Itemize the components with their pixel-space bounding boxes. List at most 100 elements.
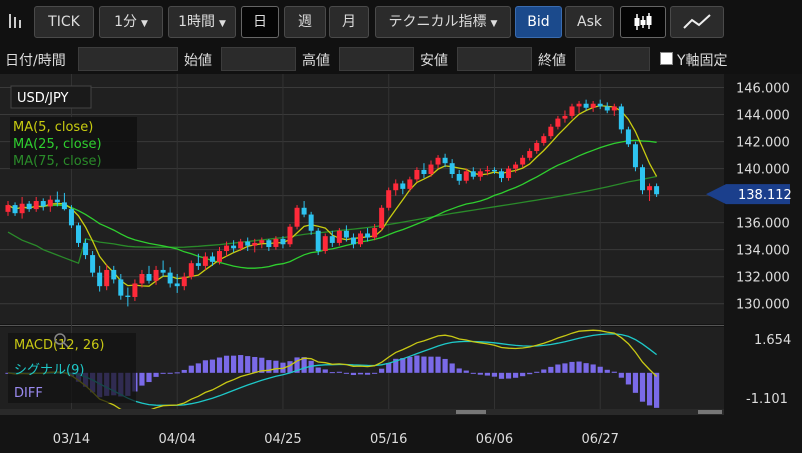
- y-tick-label: 130.000: [736, 298, 790, 313]
- candle-body: [54, 199, 60, 203]
- candle-body: [238, 241, 244, 249]
- candle-body: [33, 201, 39, 210]
- candle-body: [527, 151, 533, 158]
- candle-body: [541, 136, 547, 143]
- diff-bar: [590, 364, 596, 373]
- diff-bar: [245, 356, 251, 373]
- candle-body: [548, 126, 554, 137]
- bid-button[interactable]: Bid: [515, 6, 562, 38]
- candle-body: [336, 230, 342, 243]
- diff-bar: [393, 358, 399, 373]
- low-label: 安値: [420, 53, 448, 69]
- candle-body: [209, 256, 215, 262]
- y-axis-fixed-label[interactable]: Y軸固定: [677, 53, 728, 69]
- technical-indicator-label: テクニカル指標: [388, 14, 487, 30]
- candle-body: [287, 226, 293, 245]
- candle-body: [372, 228, 378, 238]
- diff-bar: [491, 372, 498, 377]
- macd-line: [7, 329, 658, 414]
- ohlc-bar: 日付/時間 始値 高値 安値 終値 Y軸固定: [0, 44, 802, 74]
- candle-body: [625, 129, 631, 145]
- diff-bar: [174, 372, 180, 374]
- diff-bar: [329, 372, 335, 374]
- diff-bar: [202, 360, 208, 373]
- candlestick-icon[interactable]: [620, 6, 666, 38]
- y-tick-label: 144.000: [736, 109, 790, 124]
- diff-bar: [238, 355, 244, 373]
- y-tick-label: 146.000: [736, 82, 790, 97]
- main-plot-area: [0, 74, 724, 324]
- diff-bar: [195, 363, 201, 373]
- week-button[interactable]: 週: [284, 6, 326, 38]
- diff-bar: [160, 372, 166, 374]
- diff-bar: [153, 372, 159, 377]
- month-button[interactable]: 月: [329, 6, 369, 38]
- y-axis-fixed-checkbox[interactable]: [660, 52, 673, 65]
- candle-body: [139, 274, 145, 284]
- candle-body: [611, 106, 617, 111]
- candle-body: [597, 103, 603, 107]
- candle-body: [26, 203, 32, 210]
- interval-minute-select[interactable]: 1分 ▼: [99, 6, 163, 38]
- candle-body: [273, 238, 279, 247]
- candle-body: [280, 238, 286, 245]
- candle-body: [68, 209, 74, 226]
- diff-bar: [611, 371, 617, 373]
- scrollbar-end-thumb[interactable]: [698, 410, 722, 414]
- diff-bar: [231, 355, 237, 373]
- macd-legend-box: [8, 333, 136, 403]
- scrollbar-thumb[interactable]: [456, 410, 486, 414]
- ma5-legend: MA(5, close): [13, 120, 93, 135]
- candle-body: [160, 269, 166, 273]
- price-chart[interactable]: 146.000144.000142.000140.000138.000136.0…: [0, 74, 802, 453]
- candle-body: [604, 106, 610, 111]
- tick-button[interactable]: TICK: [34, 6, 94, 38]
- candle-body: [343, 230, 349, 238]
- diff-bar: [449, 363, 455, 373]
- diff-bar: [386, 362, 392, 373]
- candle-body: [174, 283, 180, 287]
- chart-bars-icon[interactable]: [4, 6, 28, 38]
- diff-bar: [604, 369, 610, 373]
- candle-body: [350, 237, 356, 245]
- technical-indicator-select[interactable]: テクニカル指標 ▼: [375, 6, 511, 38]
- diff-bar: [350, 372, 357, 376]
- candle-body: [301, 207, 307, 215]
- magnifier-icon[interactable]: [54, 333, 69, 348]
- candle-body: [393, 183, 399, 191]
- candle-body: [435, 157, 441, 165]
- candle-body: [654, 186, 660, 195]
- macd-bottom-label: -1.101: [746, 392, 788, 407]
- candle-body: [618, 106, 624, 130]
- x-tick-label: 05/16: [370, 432, 407, 447]
- diff-bar: [505, 372, 512, 379]
- diff-bar: [456, 368, 462, 373]
- interval-minute-label: 1分: [114, 14, 137, 30]
- candle-body: [386, 190, 392, 208]
- diff-bar: [548, 366, 554, 373]
- candle-body: [414, 169, 420, 180]
- y-tick-label: 132.000: [736, 271, 790, 286]
- candle-body: [188, 263, 194, 277]
- candle-body: [125, 295, 131, 297]
- candle-body: [365, 233, 371, 238]
- signal-legend: シグナル(9): [14, 363, 84, 378]
- diff-bar: [294, 357, 300, 373]
- diff-bar: [513, 372, 519, 378]
- interval-hour-select[interactable]: 1時間 ▼: [168, 6, 236, 38]
- diff-bar: [414, 355, 420, 373]
- candle-body: [61, 202, 67, 210]
- ask-button[interactable]: Ask: [565, 6, 614, 38]
- diff-bar: [273, 360, 279, 373]
- day-button[interactable]: 日: [241, 6, 279, 38]
- candle-body: [104, 269, 110, 287]
- x-tick-label: 03/14: [53, 432, 90, 447]
- line-chart-icon[interactable]: [670, 6, 724, 38]
- diff-bar: [407, 356, 413, 373]
- high-field: [339, 47, 414, 71]
- x-tick-label: 04/25: [264, 432, 301, 447]
- candle-body: [90, 255, 96, 273]
- diff-bar: [379, 368, 385, 373]
- scrollbar-track[interactable]: [0, 409, 724, 415]
- candle-body: [358, 233, 363, 245]
